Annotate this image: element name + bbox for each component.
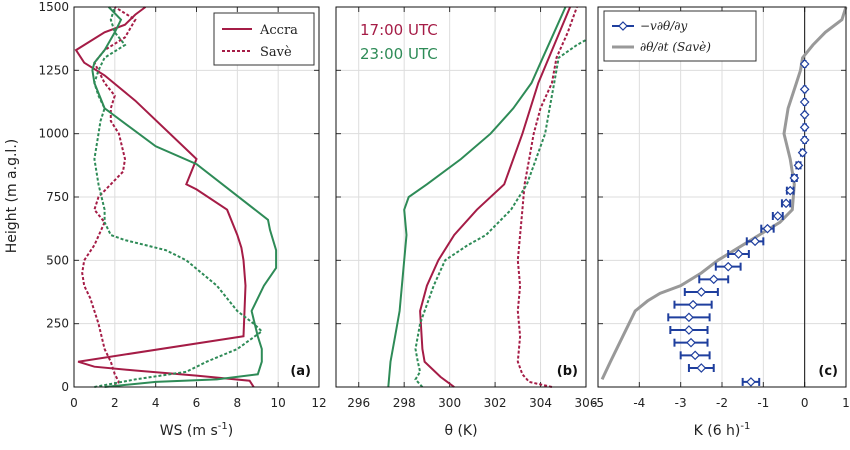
advection-point — [789, 173, 800, 183]
advection-point — [746, 377, 756, 387]
series-line-save-1700 — [91, 6, 278, 388]
advection-point — [799, 122, 810, 133]
panel-label: (c) — [818, 364, 838, 379]
legend-box — [213, 12, 315, 66]
advection-point — [799, 59, 810, 69]
x-tick-label: 12 — [311, 396, 326, 410]
legend-label-23utc: 23:00 UTC — [360, 45, 438, 63]
y-tick-label: 1000 — [38, 127, 69, 141]
x-tick-label: 300 — [438, 396, 461, 410]
series-line-save-2300 — [414, 39, 587, 388]
y-tick-label: 250 — [46, 317, 69, 331]
legend-marker-advection — [618, 21, 628, 31]
x-tick-label: 8 — [234, 396, 242, 410]
y-axis-label: Height (m a.g.l.) — [4, 139, 20, 253]
x-tick-label: 0 — [801, 396, 809, 410]
y-tick-label: 500 — [46, 253, 69, 267]
x-tick-label: 4 — [152, 396, 160, 410]
advection-point — [772, 211, 783, 221]
advection-point — [797, 147, 808, 158]
advection-point — [799, 84, 810, 95]
x-tick-label: -1 — [757, 396, 769, 410]
legend-label-tendency: ∂θ/∂t (Savè) — [640, 40, 711, 54]
y-tick-label: 0 — [61, 380, 69, 394]
x-tick-label: 304 — [529, 396, 552, 410]
x-tick-label: 10 — [271, 396, 286, 410]
panel-a: 0 2 4 6 8 10 12 0 250 500 750 1000 1250 1500 WS (m s-1… — [38, 0, 326, 439]
series-line-accra-1700 — [74, 6, 255, 388]
x-tick-label: 0 — [70, 396, 78, 410]
advection-point — [684, 312, 694, 323]
panel-label: (b) — [557, 364, 578, 379]
advection-point — [708, 274, 719, 285]
advection-point — [762, 223, 773, 234]
x-tick-label: 2 — [111, 396, 119, 410]
tendency-line — [600, 6, 848, 381]
x-tick-label: 306 — [575, 396, 598, 410]
series-line-save-1700 — [387, 6, 567, 388]
advection-point — [799, 109, 810, 120]
panel-frame — [73, 6, 320, 388]
series-line-accra-2300 — [81, 6, 137, 388]
x-tick-label: -5 — [592, 396, 604, 410]
panel-label: (a) — [290, 364, 311, 379]
legend-box — [603, 10, 757, 62]
advection-point — [690, 350, 700, 361]
x-tick-label: 1 — [842, 396, 850, 410]
advection-point — [781, 198, 791, 209]
series-line-save-2300 — [93, 6, 264, 388]
x-axis-label: θ (K) — [444, 423, 477, 439]
y-tick-label: 750 — [46, 190, 69, 204]
x-tick-label: -4 — [633, 396, 645, 410]
legend-label-accra: Accra — [259, 23, 298, 38]
advection-point — [688, 299, 698, 310]
advection-point — [696, 287, 707, 297]
advection-point — [799, 135, 810, 145]
x-tick-label: 6 — [193, 396, 201, 410]
x-axis-label-superscript: -1 — [740, 421, 750, 432]
x-tick-label: 296 — [347, 396, 370, 410]
series-line-accra-2300 — [516, 6, 578, 388]
y-tick-label: 1250 — [38, 63, 69, 77]
advection-point — [684, 325, 694, 335]
x-tick-label: -2 — [716, 396, 728, 410]
x-tick-label: 302 — [484, 396, 507, 410]
y-tick-label: 1500 — [38, 0, 69, 14]
advection-point — [750, 236, 760, 247]
advection-point — [793, 160, 804, 171]
x-axis-label-superscript: -1 — [218, 421, 228, 432]
advection-point — [799, 97, 810, 107]
x-tick-label: -3 — [675, 396, 687, 410]
advection-point — [696, 363, 707, 373]
advection-point — [785, 185, 796, 196]
panel-b: 296 298 300 302 304 306 θ (K) (b) 17:00 UTC 23:00… — [335, 6, 598, 439]
advection-point — [733, 249, 744, 259]
advection-point — [686, 337, 696, 348]
legend-label-advection: −v∂θ/∂y — [640, 19, 688, 33]
advection-point — [723, 261, 734, 272]
x-axis-label-text: K (6 h) — [694, 423, 741, 439]
panel-c: -5 -4 -3 -2 -1 0 1K (6 h)-1(c)−v∂θ/∂y∂θ/∂t (Sa… — [592, 6, 850, 439]
panel-frame — [597, 6, 847, 388]
series-line-accra-1700 — [419, 6, 572, 388]
x-axis-label-tail: ) — [228, 423, 233, 439]
x-tick-label: 298 — [393, 396, 416, 410]
x-axis-label-text: WS (m s — [160, 423, 218, 439]
x-axis-label: K (6 h)-1 — [694, 421, 751, 439]
legend-label-save: Savè — [260, 45, 292, 60]
legend-label-17utc: 17:00 UTC — [360, 21, 438, 39]
x-axis-label: WS (m s-1) — [160, 421, 233, 439]
x-axis-label-text: θ (K) — [444, 423, 477, 439]
panel-frame — [335, 6, 587, 388]
